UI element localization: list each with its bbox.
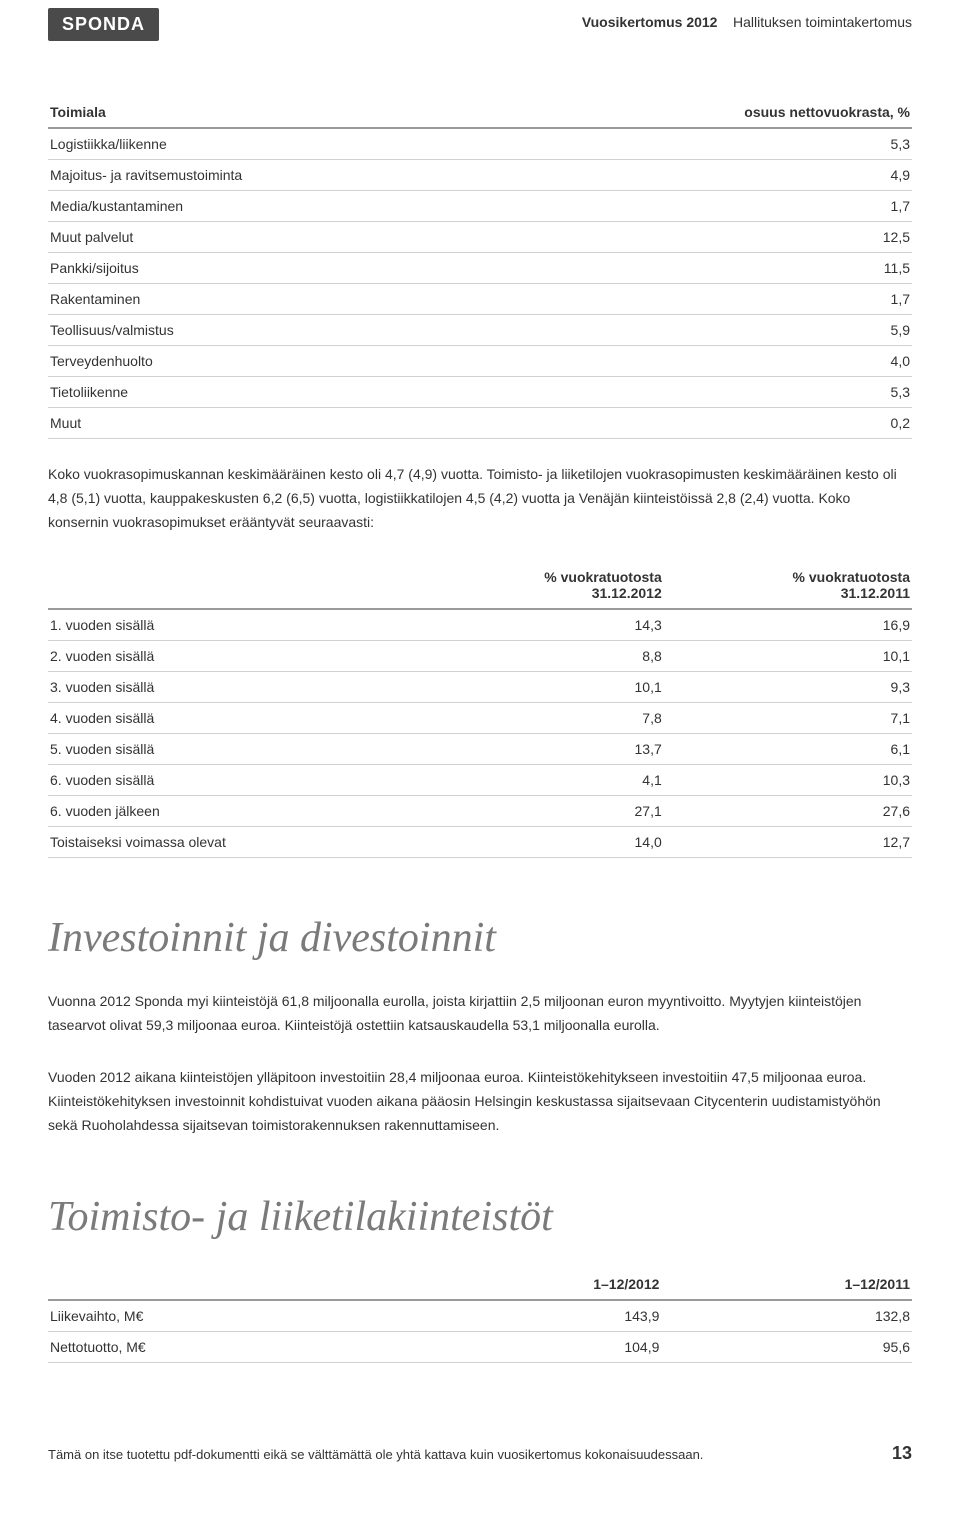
cell-v2: 7,1 [664, 703, 912, 734]
cell-v2: 95,6 [661, 1332, 912, 1363]
table-row: Rakentaminen1,7 [48, 284, 912, 315]
cell-value: 5,9 [511, 315, 912, 346]
cell-label: 1. vuoden sisällä [48, 609, 416, 641]
table-row: 2. vuoden sisällä8,810,1 [48, 641, 912, 672]
table-row: 5. vuoden sisällä13,76,1 [48, 734, 912, 765]
cell-v2: 10,1 [664, 641, 912, 672]
header-meta: Vuosikertomus 2012 Hallituksen toimintak… [582, 8, 912, 30]
cell-value: 1,7 [511, 191, 912, 222]
cell-label: Nettotuotto, M€ [48, 1332, 408, 1363]
cell-label: Muut palvelut [48, 222, 511, 253]
logo: SPONDA [48, 8, 159, 41]
table-row: Teollisuus/valmistus5,9 [48, 315, 912, 346]
page-number: 13 [892, 1443, 912, 1464]
cell-value: 1,7 [511, 284, 912, 315]
cell-label: 3. vuoden sisällä [48, 672, 416, 703]
cell-value: 4,0 [511, 346, 912, 377]
cell-v2: 6,1 [664, 734, 912, 765]
cell-v2: 9,3 [664, 672, 912, 703]
table-row: Muut palvelut12,5 [48, 222, 912, 253]
col-share: osuus nettovuokrasta, % [511, 97, 912, 128]
table-row: Logistiikka/liikenne5,3 [48, 128, 912, 160]
office-retail-table: 1–12/2012 1–12/2011 Liikevaihto, M€143,9… [48, 1269, 912, 1363]
table-row: Toistaiseksi voimassa olevat14,012,7 [48, 827, 912, 858]
table-row: Muut0,2 [48, 408, 912, 439]
cell-label: Media/kustantaminen [48, 191, 511, 222]
footer-note: Tämä on itse tuotettu pdf-dokumentti eik… [48, 1447, 703, 1462]
table-row: Terveydenhuolto4,0 [48, 346, 912, 377]
cell-v1: 8,8 [416, 641, 664, 672]
col-2011: % vuokratuotosta 31.12.2011 [664, 562, 912, 609]
col-sector: Toimiala [48, 97, 511, 128]
table-row: Pankki/sijoitus11,5 [48, 253, 912, 284]
cell-v1: 7,8 [416, 703, 664, 734]
cell-label: Liikevaihto, M€ [48, 1300, 408, 1332]
cell-value: 4,9 [511, 160, 912, 191]
table-row: Tietoliikenne5,3 [48, 377, 912, 408]
cell-label: Toistaiseksi voimassa olevat [48, 827, 416, 858]
invest-paragraph-1: Vuonna 2012 Sponda myi kiinteistöjä 61,8… [48, 990, 912, 1038]
cell-label: 5. vuoden sisällä [48, 734, 416, 765]
col-period-2011: 1–12/2011 [661, 1269, 912, 1300]
col-empty [48, 562, 416, 609]
page-header: SPONDA Vuosikertomus 2012 Hallituksen to… [48, 0, 912, 41]
annual-report-label: Vuosikertomus 2012 [582, 14, 718, 30]
cell-label: Pankki/sijoitus [48, 253, 511, 284]
cell-v1: 13,7 [416, 734, 664, 765]
table-row: Liikevaihto, M€143,9132,8 [48, 1300, 912, 1332]
cell-value: 5,3 [511, 128, 912, 160]
section-label: Hallituksen toimintakertomus [733, 14, 912, 30]
table-row: Nettotuotto, M€104,995,6 [48, 1332, 912, 1363]
table-row: 1. vuoden sisällä14,316,9 [48, 609, 912, 641]
cell-v1: 104,9 [408, 1332, 661, 1363]
heading-office-retail: Toimisto- ja liiketilakiinteistöt [48, 1193, 912, 1241]
table-row: Media/kustantaminen1,7 [48, 191, 912, 222]
cell-v2: 12,7 [664, 827, 912, 858]
col-2012: % vuokratuotosta 31.12.2012 [416, 562, 664, 609]
table-row: 6. vuoden jälkeen27,127,6 [48, 796, 912, 827]
table-row: 4. vuoden sisällä7,87,1 [48, 703, 912, 734]
cell-v1: 14,3 [416, 609, 664, 641]
sector-share-table: Toimiala osuus nettovuokrasta, % Logisti… [48, 97, 912, 439]
cell-label: Teollisuus/valmistus [48, 315, 511, 346]
cell-v2: 16,9 [664, 609, 912, 641]
cell-v1: 10,1 [416, 672, 664, 703]
col-empty [48, 1269, 408, 1300]
cell-label: Rakentaminen [48, 284, 511, 315]
lease-expiry-table: % vuokratuotosta 31.12.2012 % vuokratuot… [48, 562, 912, 858]
cell-v2: 27,6 [664, 796, 912, 827]
cell-v1: 143,9 [408, 1300, 661, 1332]
cell-label: 2. vuoden sisällä [48, 641, 416, 672]
lease-duration-paragraph: Koko vuokrasopimuskannan keskimääräinen … [48, 463, 912, 534]
table-row: Majoitus- ja ravitsemustoiminta4,9 [48, 160, 912, 191]
cell-label: 6. vuoden jälkeen [48, 796, 416, 827]
cell-value: 11,5 [511, 253, 912, 284]
table-row: 6. vuoden sisällä4,110,3 [48, 765, 912, 796]
table-row: 3. vuoden sisällä10,19,3 [48, 672, 912, 703]
cell-label: Muut [48, 408, 511, 439]
cell-v1: 27,1 [416, 796, 664, 827]
cell-v1: 14,0 [416, 827, 664, 858]
cell-label: 6. vuoden sisällä [48, 765, 416, 796]
heading-investments: Investoinnit ja divestoinnit [48, 914, 912, 962]
cell-label: 4. vuoden sisällä [48, 703, 416, 734]
cell-v2: 10,3 [664, 765, 912, 796]
cell-value: 12,5 [511, 222, 912, 253]
cell-label: Majoitus- ja ravitsemustoiminta [48, 160, 511, 191]
cell-label: Terveydenhuolto [48, 346, 511, 377]
col-period-2012: 1–12/2012 [408, 1269, 661, 1300]
cell-v2: 132,8 [661, 1300, 912, 1332]
cell-label: Logistiikka/liikenne [48, 128, 511, 160]
page-footer: Tämä on itse tuotettu pdf-dokumentti eik… [48, 1443, 912, 1484]
cell-label: Tietoliikenne [48, 377, 511, 408]
cell-value: 0,2 [511, 408, 912, 439]
cell-v1: 4,1 [416, 765, 664, 796]
invest-paragraph-2: Vuoden 2012 aikana kiinteistöjen ylläpit… [48, 1066, 912, 1137]
cell-value: 5,3 [511, 377, 912, 408]
